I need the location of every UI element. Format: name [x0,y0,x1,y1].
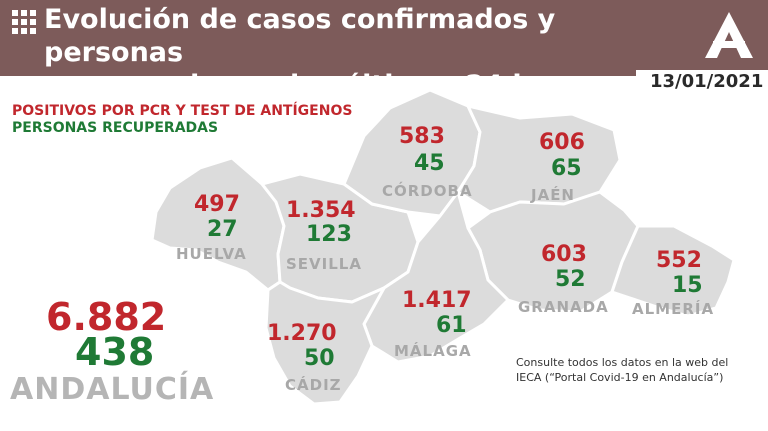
almeria-positives: 552 [656,248,702,273]
granada-label: GRANADA [518,298,609,316]
sevilla-label: SEVILLA [286,255,362,273]
title-line-1: Evolución de casos confirmados y persona… [44,4,556,68]
source-note-line-2: IECA (“Portal Covid-19 en Andalucía”) [516,371,724,384]
granada-positives: 603 [541,242,587,267]
legend-positives: POSITIVOS POR PCR Y TEST DE ANTÍGENOS [12,103,353,119]
cordoba-label: CÓRDOBA [382,182,473,200]
malaga-label: MÁLAGA [394,342,472,360]
malaga-recovered: 61 [436,313,467,338]
total-positives: 6.882 [46,295,167,339]
grid-icon [12,10,36,34]
province-almeria-shape [610,224,736,318]
cordoba-positives: 583 [399,124,445,149]
cadiz-positives: 1.270 [267,321,337,346]
page-title: Evolución de casos confirmados y persona… [44,3,654,102]
province-cadiz-shape [264,280,386,406]
sevilla-recovered: 123 [306,222,352,247]
header-banner: Evolución de casos confirmados y persona… [0,0,768,101]
granada-recovered: 52 [555,267,586,292]
source-note: Consulte todos los datos en la web del I… [516,355,728,385]
junta-andalucia-logo-icon [705,12,753,58]
cadiz-recovered: 50 [304,346,335,371]
huelva-recovered: 27 [207,217,238,242]
huelva-positives: 497 [194,192,240,217]
cadiz-label: CÁDIZ [285,376,342,394]
sevilla-positives: 1.354 [286,198,356,223]
malaga-positives: 1.417 [402,288,472,313]
total-recovered: 438 [75,330,155,374]
andalucia-map [150,88,736,406]
date-tab [636,70,768,94]
cordoba-recovered: 45 [414,151,445,176]
report-date: 13/01/2021 [650,71,764,92]
jaen-recovered: 65 [551,156,582,181]
region-label: ANDALUCÍA [10,372,215,407]
jaen-positives: 606 [539,130,585,155]
source-note-line-1: Consulte todos los datos en la web del [516,356,729,369]
huelva-label: HUELVA [176,245,247,263]
title-line-2: recuperadas en las últimas 24 horas [44,70,598,101]
almeria-label: ALMERÍA [632,300,715,318]
legend-recovered: PERSONAS RECUPERADAS [12,120,219,136]
almeria-recovered: 15 [672,273,703,298]
jaen-label: JAÉN [531,186,575,204]
